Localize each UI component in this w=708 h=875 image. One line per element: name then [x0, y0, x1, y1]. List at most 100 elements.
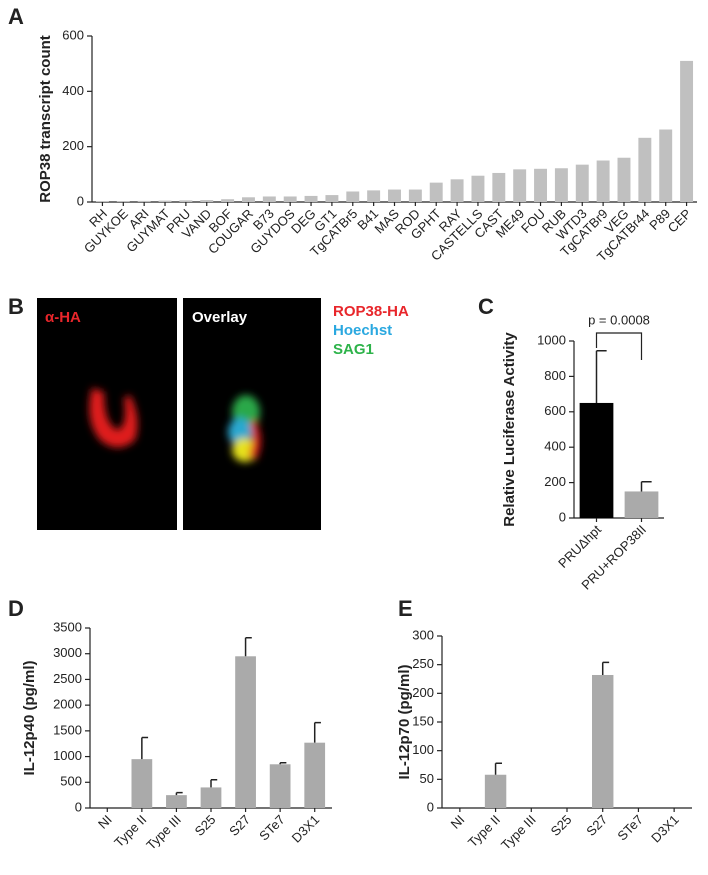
- bar: [429, 182, 443, 202]
- panel-label: C: [478, 294, 494, 319]
- x-tick-label: D3X1: [648, 812, 682, 846]
- y-axis-label: ROP38 transcript count: [37, 35, 54, 203]
- bar: [304, 195, 318, 202]
- x-tick-label: D3X1: [289, 812, 323, 846]
- y-tick-label: 200: [412, 685, 434, 700]
- bar: [617, 157, 631, 202]
- x-tick-label: NI: [95, 812, 115, 832]
- bar: [624, 491, 659, 518]
- y-tick-label: 400: [544, 439, 566, 454]
- image-legend-entry: ROP38-HA: [333, 303, 409, 320]
- error-bar: [210, 778, 218, 788]
- x-tick-label: STe7: [256, 812, 288, 844]
- y-tick-label: 0: [559, 509, 566, 524]
- y-tick-label: 200: [544, 474, 566, 489]
- error-bar: [313, 721, 321, 743]
- y-tick-label: 600: [62, 27, 84, 42]
- image-label: Overlay: [192, 309, 248, 326]
- cell-signal: [89, 388, 261, 462]
- error-bar: [601, 661, 610, 675]
- bar: [200, 200, 214, 202]
- x-tick-label: STe7: [614, 812, 646, 844]
- bar: [680, 60, 694, 203]
- y-tick-label: 1500: [53, 722, 82, 737]
- bar: [388, 189, 401, 202]
- bar: [492, 172, 506, 202]
- error-bar: [640, 480, 652, 492]
- error-bar: [494, 762, 502, 775]
- x-tick-label: Type III: [498, 812, 539, 853]
- bar: [484, 774, 507, 808]
- bar: [179, 200, 193, 202]
- error-bar: [595, 349, 607, 403]
- bar: [450, 179, 464, 202]
- bar: [408, 189, 422, 202]
- bar: [269, 764, 291, 808]
- error-bar: [175, 791, 183, 796]
- y-axis-label: IL-12p40 (pg/ml): [21, 660, 38, 775]
- bar: [325, 195, 339, 202]
- bar: [592, 674, 614, 808]
- y-tick-label: 1000: [537, 332, 566, 347]
- bar: [638, 137, 652, 202]
- bar: [554, 168, 568, 202]
- bar: [534, 168, 548, 202]
- bar: [262, 196, 276, 202]
- y-tick-label: 100: [412, 742, 434, 757]
- y-tick-label: 300: [412, 627, 434, 642]
- y-tick-label: 0: [427, 799, 434, 814]
- x-tick-label: Type III: [143, 812, 184, 853]
- x-tick-label: S27: [226, 812, 253, 839]
- y-tick-label: 500: [60, 774, 82, 789]
- y-tick-label: 0: [75, 799, 82, 814]
- y-tick-label: 1000: [53, 748, 82, 763]
- bar: [579, 402, 614, 518]
- bar: [513, 169, 527, 202]
- y-tick-label: 3500: [53, 619, 82, 634]
- x-tick-label: NI: [448, 812, 468, 832]
- x-tick-label: Type II: [465, 812, 503, 850]
- bar: [200, 787, 222, 808]
- x-tick-label: CEP: [665, 206, 695, 236]
- y-tick-label: 3000: [53, 645, 82, 660]
- y-tick-label: 50: [420, 771, 434, 786]
- panel-label: B: [8, 294, 24, 319]
- image-legend-entry: SAG1: [333, 341, 374, 358]
- bar: [241, 197, 255, 202]
- error-bar: [279, 761, 287, 765]
- bar: [346, 191, 360, 202]
- significance-bracket: [595, 332, 643, 360]
- y-tick-label: 2000: [53, 697, 82, 712]
- bar: [367, 190, 381, 202]
- bar: [235, 656, 256, 808]
- bar: [116, 201, 130, 202]
- y-tick-label: 600: [544, 403, 566, 418]
- bar: [596, 160, 610, 202]
- bar: [131, 759, 153, 808]
- y-tick-label: 200: [62, 138, 84, 153]
- image-panel: B α-HA Overlay: [8, 294, 321, 530]
- y-tick-label: 2500: [53, 671, 82, 686]
- bar: [471, 175, 485, 202]
- y-tick-label: 0: [77, 193, 84, 208]
- y-tick-label: 800: [544, 368, 566, 383]
- bar: [659, 129, 673, 202]
- x-tick-label: S27: [583, 812, 610, 839]
- bar: [575, 164, 589, 202]
- micrograph: [37, 298, 177, 530]
- panel-label: D: [8, 596, 24, 621]
- y-axis-label: IL-12p70 (pg/ml): [396, 664, 413, 779]
- panel-label: E: [398, 596, 413, 621]
- bar: [221, 199, 235, 202]
- bar: [158, 200, 172, 202]
- y-axis-label: Relative Luciferase Activity: [501, 332, 518, 527]
- panel-label: A: [8, 4, 24, 29]
- error-bar: [244, 637, 252, 657]
- annotation: p = 0.0008: [588, 312, 650, 327]
- bar: [283, 196, 297, 202]
- y-tick-label: 150: [412, 713, 434, 728]
- image-label: α-HA: [45, 309, 81, 326]
- x-tick-label: S25: [192, 812, 219, 839]
- bar: [95, 201, 109, 202]
